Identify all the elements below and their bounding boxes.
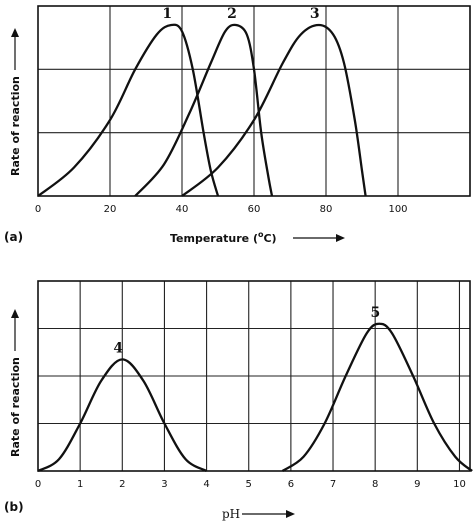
chart-b-x-tick-label: 5 bbox=[246, 479, 252, 490]
chart-b-x-tick-label: 7 bbox=[330, 479, 336, 490]
chart-a-y-axis-arrowhead-icon bbox=[11, 28, 19, 37]
chart-a-x-tick-label: 0 bbox=[35, 204, 41, 215]
chart-a-xlabel-degree: o bbox=[258, 230, 264, 239]
chart-b-x-axis-label-text: pH bbox=[222, 507, 240, 521]
panel-label-b: (b) bbox=[4, 500, 24, 514]
chart-b-curves bbox=[37, 322, 473, 473]
chart-a-x-axis-label-text: Temperature (oC) bbox=[170, 230, 277, 245]
chart-b-y-axis-label-text: Rate of reaction bbox=[9, 357, 22, 457]
chart-b-x-tick-label: 3 bbox=[161, 479, 167, 490]
chart-a-curve-labels: 1 2 3 bbox=[162, 6, 319, 22]
chart-b-curve-labels: 45 bbox=[113, 305, 380, 357]
chart-a-x-tick-label: 60 bbox=[248, 204, 261, 215]
panel-label-a: (a) bbox=[4, 230, 23, 244]
chart-a-xlabel-unit: C) bbox=[263, 232, 276, 245]
chart-a-curve-label: 3 bbox=[310, 6, 320, 22]
chart-b-curve-label: 5 bbox=[371, 305, 381, 321]
chart-a-xlabel-main: Temperature ( bbox=[170, 232, 258, 245]
chart-a-x-axis-arrowhead-icon bbox=[336, 234, 345, 242]
chart-a-x-tick-label: 100 bbox=[388, 204, 407, 215]
chart-a-x-tick-label: 40 bbox=[176, 204, 189, 215]
chart-a-x-tick-labels: 0 20 40 60 80 100 bbox=[35, 204, 408, 215]
chart-b-x-tick-label: 9 bbox=[414, 479, 420, 490]
chart-b-x-axis-arrowhead-icon bbox=[286, 510, 295, 518]
chart-a-x-tick-label: 80 bbox=[320, 204, 333, 215]
chart-a-y-axis-label: Rate of reaction bbox=[9, 28, 22, 176]
chart-a-grid bbox=[38, 5, 471, 196]
chart-b-grid bbox=[38, 280, 470, 471]
chart-a-curve-label: 1 bbox=[162, 6, 172, 22]
chart-a-y-axis-label-text: Rate of reaction bbox=[9, 76, 22, 176]
chart-a-plot-frame bbox=[37, 5, 471, 197]
chart-b-x-axis-label: pH bbox=[222, 507, 295, 521]
chart-b-curve-label: 4 bbox=[113, 340, 123, 356]
chart-b-y-axis-label: Rate of reaction bbox=[9, 309, 22, 457]
chart-b-curve-5 bbox=[281, 322, 473, 472]
chart-a-curves bbox=[37, 23, 367, 197]
chart-a-x-axis-label: Temperature (oC) bbox=[170, 230, 345, 245]
chart-a-curve-label: 2 bbox=[227, 6, 237, 22]
chart-a-curve-3 bbox=[181, 23, 367, 197]
chart-b-y-axis-arrowhead-icon bbox=[11, 309, 19, 318]
chart-b: 0 1 2 3 4 5 6 7 8 9 10 45 (b) Rate of reaction pH bbox=[4, 280, 473, 521]
chart-a-curve-1 bbox=[37, 23, 220, 197]
chart-a-curve-2 bbox=[134, 23, 274, 197]
chart-a: 0 20 40 60 80 100 1 2 3 (a) Rate of reaction Te… bbox=[4, 5, 471, 245]
chart-b-x-tick-label: 1 bbox=[77, 479, 83, 490]
chart-b-x-tick-label: 2 bbox=[119, 479, 125, 490]
chart-b-x-tick-label: 8 bbox=[372, 479, 378, 490]
chart-b-plot-frame bbox=[37, 280, 471, 472]
chart-b-x-tick-labels: 0 1 2 3 4 5 6 7 8 9 10 bbox=[35, 479, 466, 490]
chart-b-x-tick-label: 4 bbox=[203, 479, 209, 490]
chart-b-x-tick-label: 6 bbox=[288, 479, 294, 490]
chart-b-curve-4 bbox=[37, 358, 208, 473]
chart-b-x-tick-label: 0 bbox=[35, 479, 41, 490]
chart-a-x-tick-label: 20 bbox=[104, 204, 117, 215]
chart-b-x-tick-label: 10 bbox=[453, 479, 466, 490]
